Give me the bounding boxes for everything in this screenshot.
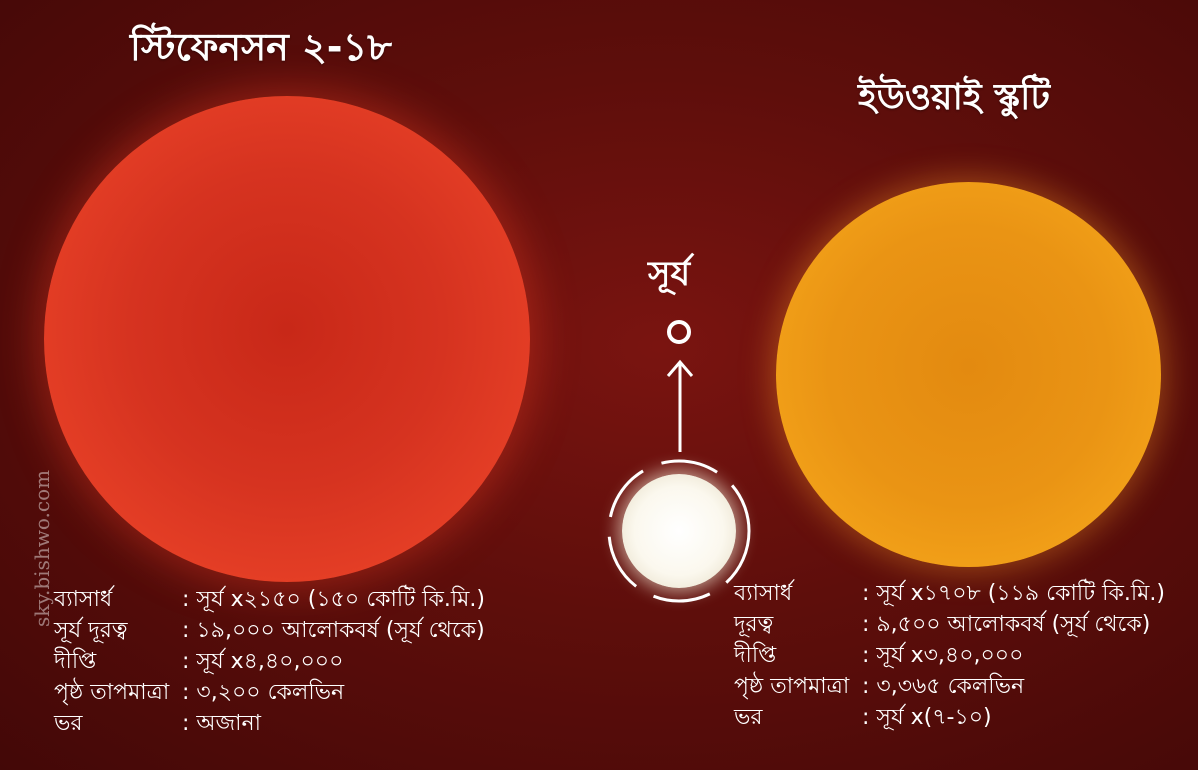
info-row: ব্যাসার্ধ : সূর্য x২১৫০ (১৫০ কোটি কি.মি.) — [54, 584, 485, 615]
info-value: : সূর্য x২১৫০ (১৫০ কোটি কি.মি.) — [182, 587, 485, 612]
info-row: সূর্য দূরত্ব : ১৯,০০০ আলোকবর্ষ (সূর্য থেক… — [54, 615, 485, 646]
uy-scuti-info-table: ব্যাসার্ধ : সূর্য x১৭০৮ (১১৯ কোটি কি.মি.)… — [734, 578, 1165, 733]
info-value: : ৯,৫০০ আলোকবর্ষ (সূর্য থেকে) — [862, 612, 1151, 637]
sun-closeup — [622, 474, 736, 588]
info-value: : অজানা — [182, 711, 262, 736]
info-row: ব্যাসার্ধ : সূর্য x১৭০৮ (১১৯ কোটি কি.মি.) — [734, 578, 1165, 609]
stephenson-2-18-title: স্টিফেনসন ২-১৮ — [130, 25, 392, 69]
info-row: দীপ্তি : সূর্য x৪,৪০,০০০ — [54, 646, 485, 677]
info-row: পৃষ্ঠ তাপমাত্রা : ৩,৩৬৫ কেলভিন — [734, 671, 1165, 702]
info-value: : ৩,৩৬৫ কেলভিন — [862, 674, 1025, 699]
uy-scuti-star — [776, 182, 1161, 567]
info-value: : সূর্য x১৭০৮ (১১৯ কোটি কি.মি.) — [862, 581, 1165, 606]
info-key: ব্যাসার্ধ — [54, 587, 113, 612]
info-key: দূরত্ব — [734, 612, 774, 637]
info-row: দূরত্ব : ৯,৫০০ আলোকবর্ষ (সূর্য থেকে) — [734, 609, 1165, 640]
arrow-up-icon — [666, 359, 694, 452]
info-value: : ১৯,০০০ আলোকবর্ষ (সূর্য থেকে) — [182, 618, 485, 643]
info-key: দীপ্তি — [54, 649, 97, 674]
watermark: sky.bishwo.com — [30, 469, 54, 627]
uy-scuti-title: ইউওয়াই স্কুটি — [858, 77, 1051, 118]
info-key: পৃষ্ঠ তাপমাত্রা — [54, 680, 170, 705]
info-value: : সূর্য x৩,৪০,০০০ — [862, 643, 1024, 668]
zoom-ring-icon — [607, 459, 751, 603]
stephenson-info-table: ব্যাসার্ধ : সূর্য x২১৫০ (১৫০ কোটি কি.মি.)… — [54, 584, 485, 739]
info-value: : সূর্য x(৭-১০) — [862, 705, 992, 730]
info-row: দীপ্তি : সূর্য x৩,৪০,০০০ — [734, 640, 1165, 671]
info-row: ভর : সূর্য x(৭-১০) — [734, 702, 1165, 733]
sun-marker — [667, 320, 691, 344]
info-row: পৃষ্ঠ তাপমাত্রা : ৩,২০০ কেলভিন — [54, 677, 485, 708]
info-key: সূর্য দূরত্ব — [54, 618, 128, 643]
info-value: : সূর্য x৪,৪০,০০০ — [182, 649, 344, 674]
stephenson-2-18-star — [44, 96, 530, 582]
info-value: : ৩,২০০ কেলভিন — [182, 680, 345, 705]
info-key: ব্যাসার্ধ — [734, 581, 793, 606]
zoomed-sun — [604, 456, 754, 606]
info-key: ভর — [54, 711, 83, 736]
info-row: ভর : অজানা — [54, 708, 485, 739]
info-key: পৃষ্ঠ তাপমাত্রা — [734, 674, 850, 699]
info-key: ভর — [734, 705, 763, 730]
sun-label: সূর্য — [648, 254, 691, 294]
info-key: দীপ্তি — [734, 643, 777, 668]
